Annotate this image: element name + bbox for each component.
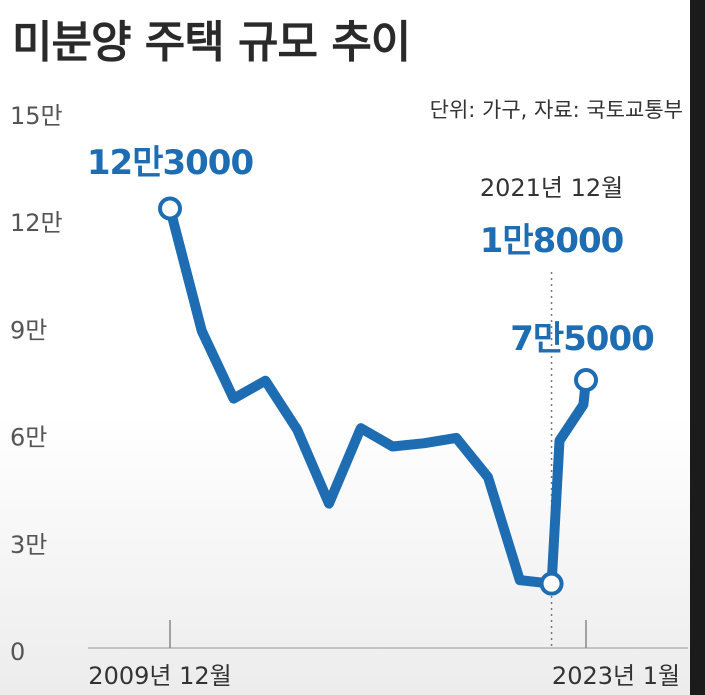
data-point-marker: [539, 571, 564, 596]
data-point-marker: [158, 196, 182, 221]
y-tick-label: 9만: [10, 316, 47, 344]
value-label-end: 7만5000: [510, 319, 654, 359]
page-title: 미분양 주택 규모 추이: [12, 17, 411, 68]
unit-source-note: 단위: 가구, 자료: 국토교통부: [429, 98, 683, 122]
x-tick-label-end: 2023년 1월: [552, 662, 680, 690]
y-tick-label: 6만: [10, 424, 47, 452]
y-tick-label: 12만: [10, 209, 63, 237]
markers: [158, 196, 598, 596]
x-tick-label-start: 2009년 12월: [88, 662, 231, 690]
y-tick-label: 3만: [10, 531, 47, 559]
value-label-min: 1만8000: [480, 221, 624, 261]
value-label-start: 12만3000: [87, 143, 254, 183]
date-label-min: 2021년 12월: [480, 174, 623, 202]
y-tick-label: 15만: [10, 102, 63, 130]
series-line: [165, 203, 591, 589]
y-axis: 0 3만 6만 9만 12만 15만: [10, 102, 63, 666]
frame-edge: [690, 0, 705, 695]
data-point-marker: [574, 368, 598, 392]
y-tick-label: 0: [10, 638, 25, 666]
